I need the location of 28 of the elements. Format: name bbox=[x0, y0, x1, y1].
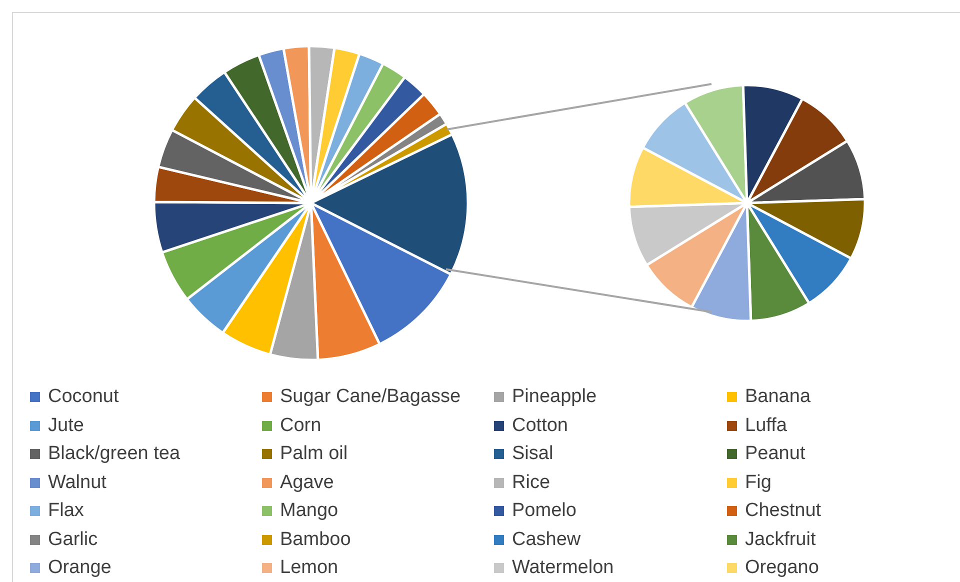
legend-label: Mango bbox=[280, 500, 338, 522]
legend-label: Bamboo bbox=[280, 528, 351, 551]
legend-label: Palm oil bbox=[280, 443, 348, 466]
legend-label: Watermelon bbox=[512, 557, 614, 580]
legend-label: Cotton bbox=[512, 414, 568, 437]
legend-label: Fig bbox=[745, 472, 772, 494]
legend-label: Corn bbox=[280, 414, 322, 437]
legend-label: Chestnut bbox=[745, 500, 822, 522]
legend-label: Agave bbox=[280, 472, 334, 494]
legend-label: Oregano bbox=[745, 557, 819, 580]
legend-label: Jute bbox=[48, 414, 84, 437]
legend-label: Sugar Cane/Bagasse bbox=[280, 386, 461, 408]
legend-label: Walnut bbox=[48, 472, 106, 494]
legend-label: Pineapple bbox=[512, 386, 597, 408]
legend-label: Coconut bbox=[48, 386, 119, 408]
legend-label: Garlic bbox=[48, 528, 98, 551]
legend-label: Banana bbox=[745, 386, 811, 408]
legend-label: Luffa bbox=[745, 414, 787, 437]
legend-label: Rice bbox=[512, 472, 550, 494]
legend-label: Jackfruit bbox=[745, 528, 816, 551]
legend-label: Flax bbox=[48, 500, 84, 522]
legend-label: Orange bbox=[48, 557, 112, 580]
legend-label: Peanut bbox=[745, 443, 806, 466]
legend-label: Pomelo bbox=[512, 500, 576, 522]
legend-label: Cashew bbox=[512, 528, 581, 551]
legend-label: Lemon bbox=[280, 557, 338, 580]
legend-label: Sisal bbox=[512, 443, 554, 466]
legend-label: Black/green tea bbox=[48, 443, 180, 466]
